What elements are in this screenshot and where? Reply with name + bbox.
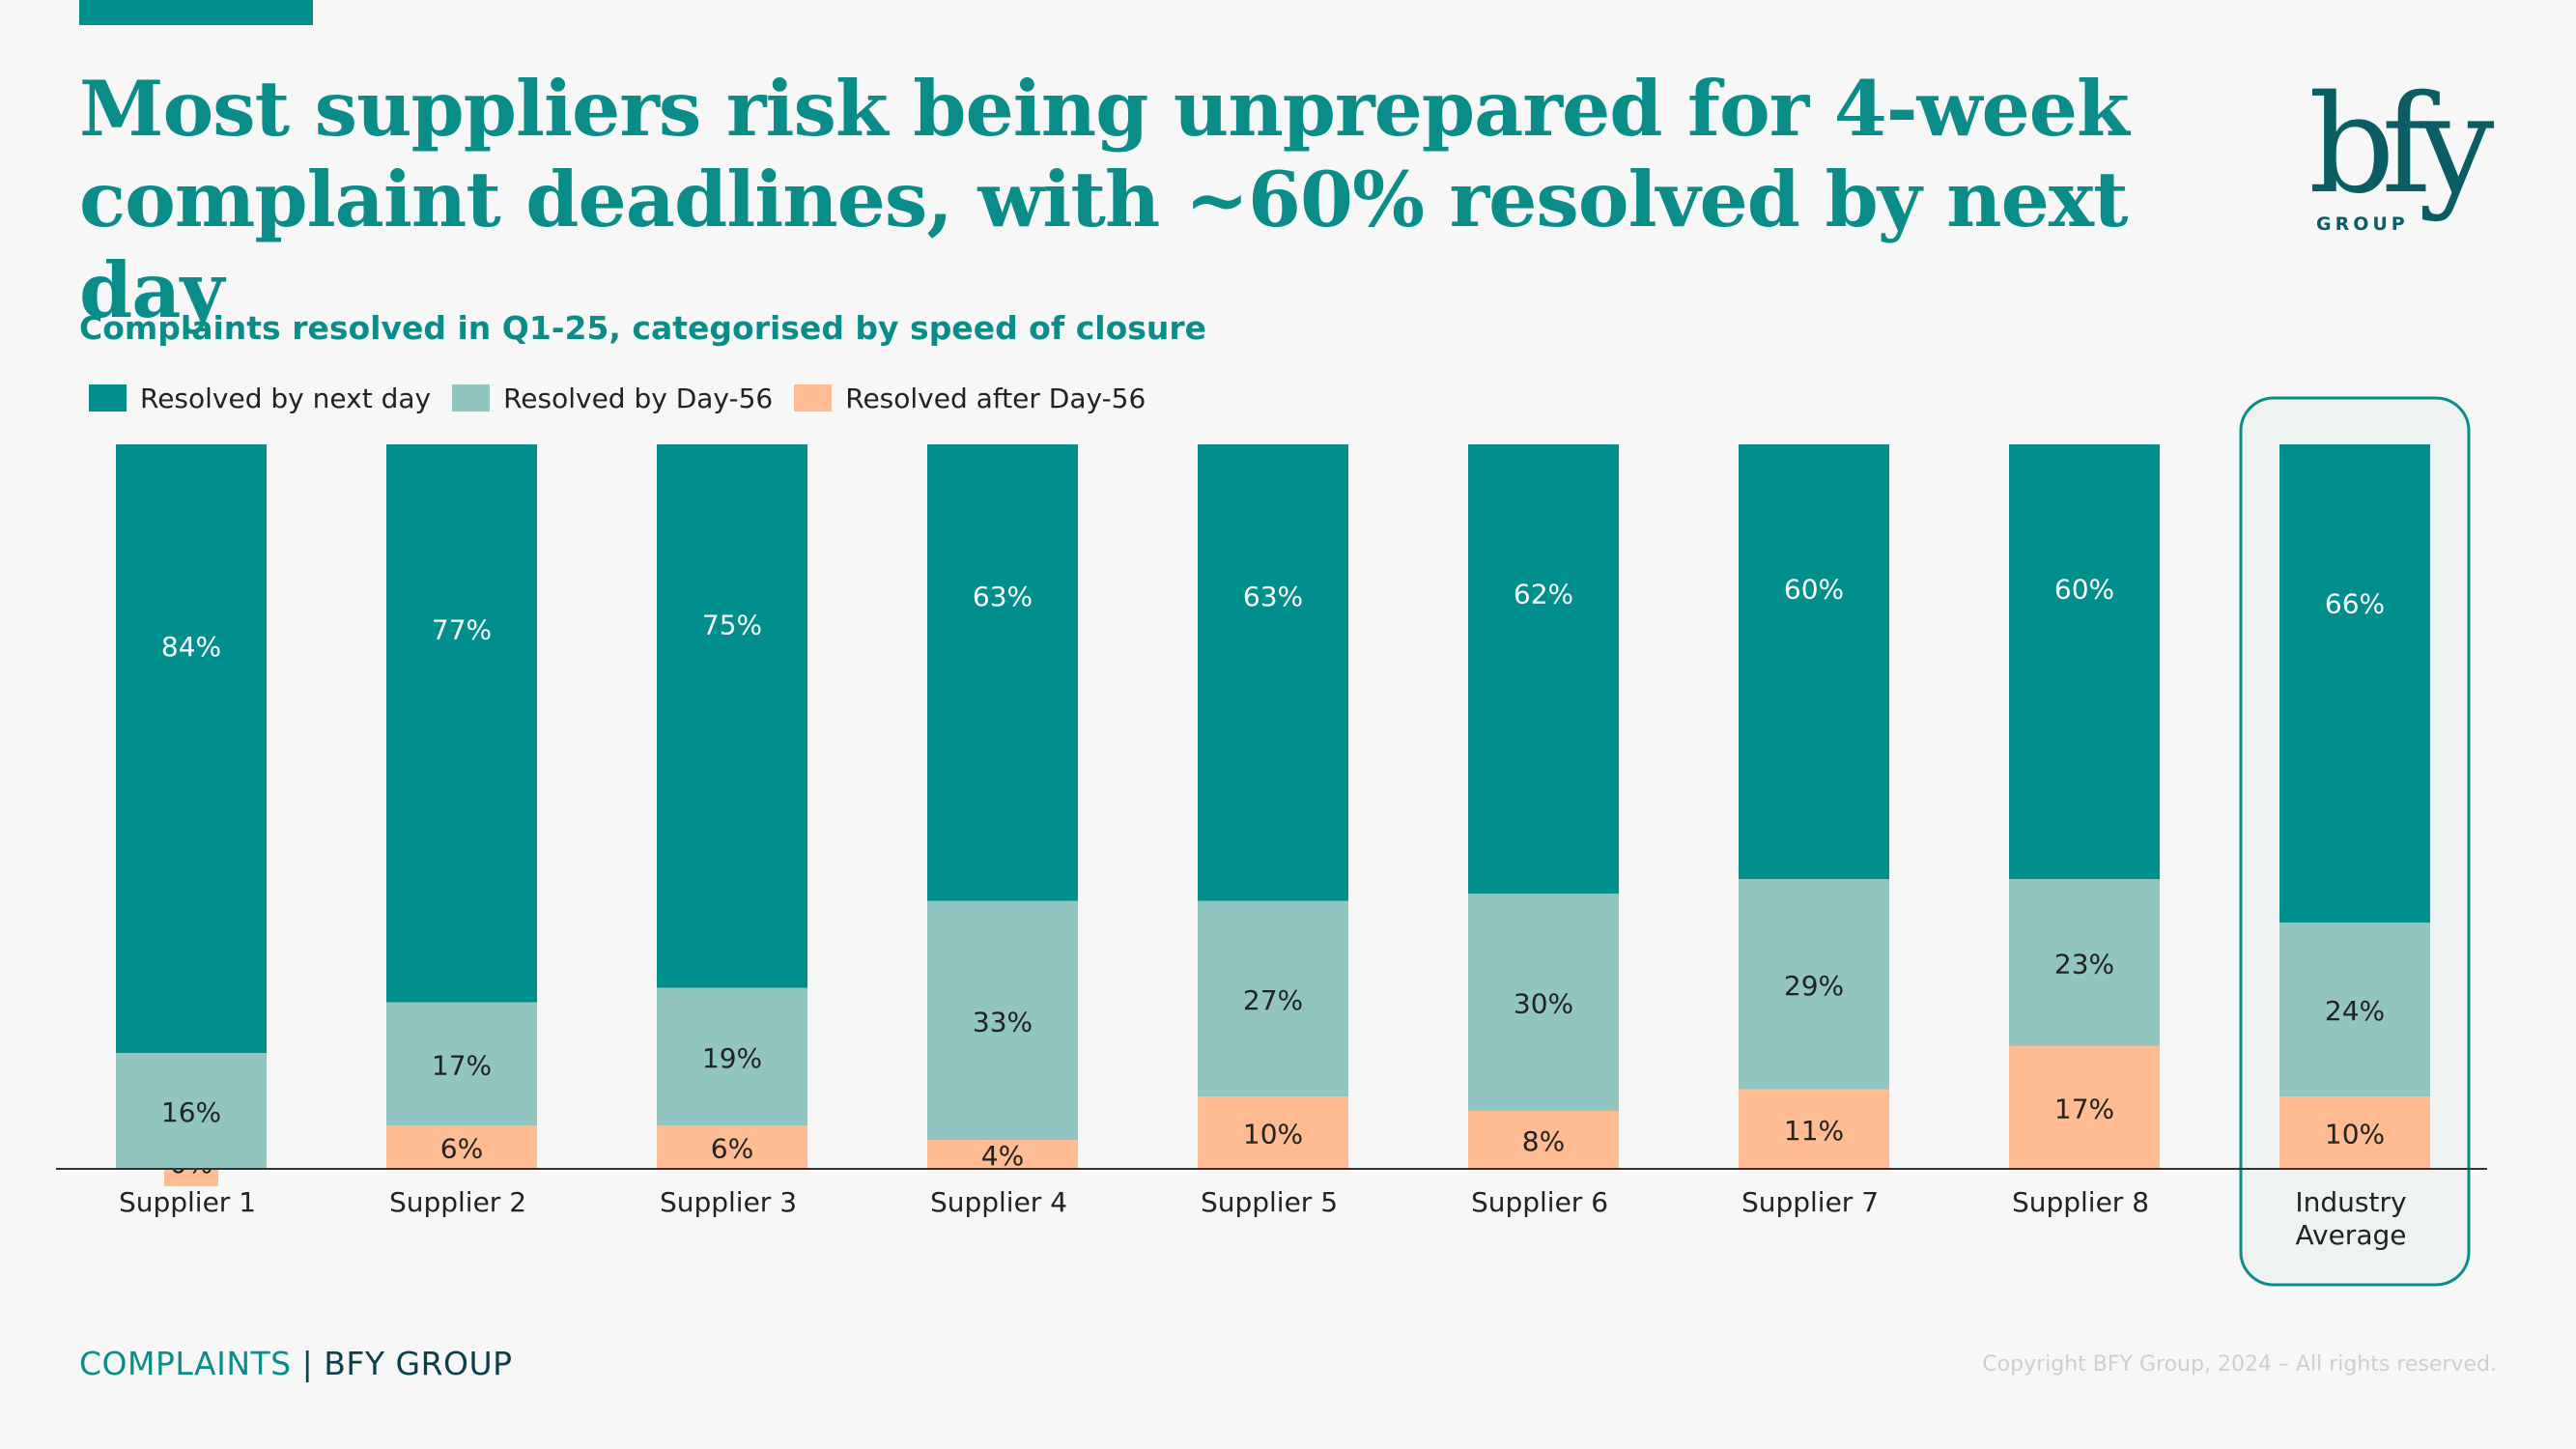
legend-swatch-next-day	[89, 384, 127, 412]
footer-separator: |	[301, 1345, 314, 1382]
bar-segment-resolved-by-day-56	[116, 1053, 267, 1169]
bar-segment-resolved-by-day-56	[927, 900, 1078, 1140]
data-label-resolved-by-next-day: 84%	[161, 631, 221, 663]
bar-segment-resolved-by-next-day	[1739, 444, 1889, 879]
legend-swatch-after56	[794, 384, 833, 412]
data-label-resolved-by-day-56: 27%	[1243, 984, 1303, 1016]
bar-segment-resolved-by-day-56	[1468, 894, 1619, 1111]
data-label-resolved-by-next-day: 77%	[432, 614, 492, 646]
data-label-resolved-by-day-56: 24%	[2325, 995, 2385, 1027]
x-tick-label: Supplier 7	[1741, 1186, 1879, 1218]
bar-segment-resolved-by-next-day	[1198, 444, 1348, 901]
legend-item-day56: Resolved by Day-56	[452, 383, 773, 414]
data-label-resolved-after-day-56: 6%	[711, 1133, 753, 1165]
bar-segment-resolved-by-next-day	[116, 444, 267, 1053]
bar-segment-resolved-by-day-56	[657, 987, 807, 1125]
data-label-resolved-after-day-56: 6%	[440, 1133, 483, 1165]
data-label-resolved-by-next-day: 60%	[1784, 574, 1844, 606]
x-tick-label: Supplier 4	[930, 1186, 1067, 1218]
legend-swatch-day56	[452, 384, 491, 412]
title-line-2: complaint deadlines, with ~60% resolved …	[79, 155, 2128, 335]
bar-segment-resolved-after-day-56	[1198, 1096, 1348, 1169]
legend-label-after56: Resolved after Day-56	[845, 382, 1146, 414]
bar-segment-resolved-after-day-56	[386, 1125, 537, 1169]
legend-item-after56: Resolved after Day-56	[794, 383, 1146, 414]
bar-segment-resolved-by-next-day	[386, 444, 537, 1003]
title-line-1: Most suppliers risk being unprepared for…	[79, 64, 2130, 154]
footer-copyright: Copyright BFY Group, 2024 – All rights r…	[1982, 1352, 2497, 1377]
x-tick-label: Supplier 5	[1201, 1186, 1338, 1218]
data-label-resolved-by-day-56: 19%	[702, 1042, 762, 1074]
data-label-resolved-by-next-day: 66%	[2325, 587, 2385, 619]
data-label-resolved-by-day-56: 33%	[973, 1006, 1033, 1037]
bar-segment-resolved-by-day-56	[2009, 879, 2160, 1046]
legend-item-next-day: Resolved by next day	[89, 383, 431, 414]
bar-segment-resolved-by-next-day	[2009, 444, 2160, 879]
x-tick-label: Supplier 8	[2012, 1186, 2149, 1218]
chart-legend: Resolved by next day Resolved by Day-56 …	[89, 381, 1167, 415]
bar-segment-resolved-by-day-56	[1198, 900, 1348, 1096]
data-label-resolved-after-day-56: 17%	[2054, 1093, 2114, 1124]
x-tick-label: Supplier 3	[660, 1186, 797, 1218]
bar-segment-resolved-by-day-56	[1739, 879, 1889, 1090]
data-label-resolved-after-day-56: 8%	[1522, 1125, 1565, 1157]
bar-segment-resolved-by-next-day	[1468, 444, 1619, 894]
bar-segment-resolved-by-next-day	[927, 444, 1078, 901]
logo-subtext: GROUP	[2316, 213, 2409, 235]
data-label-resolved-by-next-day: 75%	[702, 610, 762, 641]
chart-title: Complaints resolved in Q1-25, categorise…	[79, 309, 1207, 347]
data-label-resolved-by-day-56: 29%	[1784, 970, 1844, 1002]
bar-segment-resolved-by-day-56	[2279, 923, 2430, 1096]
page-title: Most suppliers risk being unprepared for…	[79, 64, 2204, 336]
x-tick-label: Supplier 2	[389, 1186, 526, 1218]
bar-segment-resolved-after-day-56	[657, 1125, 807, 1169]
x-tick-label: Supplier 6	[1471, 1186, 1608, 1218]
bar-segment-resolved-after-day-56	[1468, 1111, 1619, 1169]
data-label-resolved-by-next-day: 62%	[1514, 578, 1573, 610]
footer-section-label: COMPLAINTS | BFY GROUP	[79, 1345, 513, 1382]
data-label-resolved-by-day-56: 16%	[161, 1096, 221, 1128]
bar-segment-resolved-after-day-56	[927, 1140, 1078, 1169]
data-label-resolved-after-day-56: 4%	[981, 1140, 1024, 1172]
logo-text: bfy	[2308, 68, 2494, 224]
data-label-resolved-after-day-56: 10%	[1243, 1119, 1303, 1151]
x-tick-label: Supplier 1	[119, 1186, 256, 1218]
data-label-resolved-by-day-56: 17%	[432, 1049, 492, 1081]
legend-label-next-day: Resolved by next day	[140, 382, 432, 414]
x-tick-label: Industry Average	[2295, 1186, 2406, 1251]
bfy-logo: bfy GROUP	[2308, 68, 2507, 235]
data-label-resolved-by-day-56: 30%	[1514, 988, 1573, 1020]
data-label-resolved-after-day-56: 11%	[1784, 1115, 1844, 1147]
data-label-resolved-by-next-day: 63%	[1243, 581, 1303, 612]
footer-section: COMPLAINTS	[79, 1345, 292, 1382]
bar-segment-resolved-by-next-day	[2279, 444, 2430, 923]
bar-segment-resolved-by-day-56	[386, 1002, 537, 1125]
data-label-resolved-by-next-day: 63%	[973, 581, 1033, 612]
bar-segment-resolved-after-day-56	[1739, 1089, 1889, 1169]
legend-label-day56: Resolved by Day-56	[503, 382, 774, 414]
data-label-resolved-by-next-day: 60%	[2054, 574, 2114, 606]
data-label-resolved-after-day-56: 10%	[2325, 1119, 2385, 1151]
top-accent-bar	[79, 0, 313, 25]
data-label-resolved-by-day-56: 23%	[2054, 948, 2114, 980]
bar-segment-resolved-after-day-56	[2279, 1096, 2430, 1169]
bar-segment-resolved-after-day-56	[2009, 1045, 2160, 1169]
bar-segment-resolved-by-next-day	[657, 444, 807, 988]
footer-brand: BFY GROUP	[324, 1345, 513, 1382]
